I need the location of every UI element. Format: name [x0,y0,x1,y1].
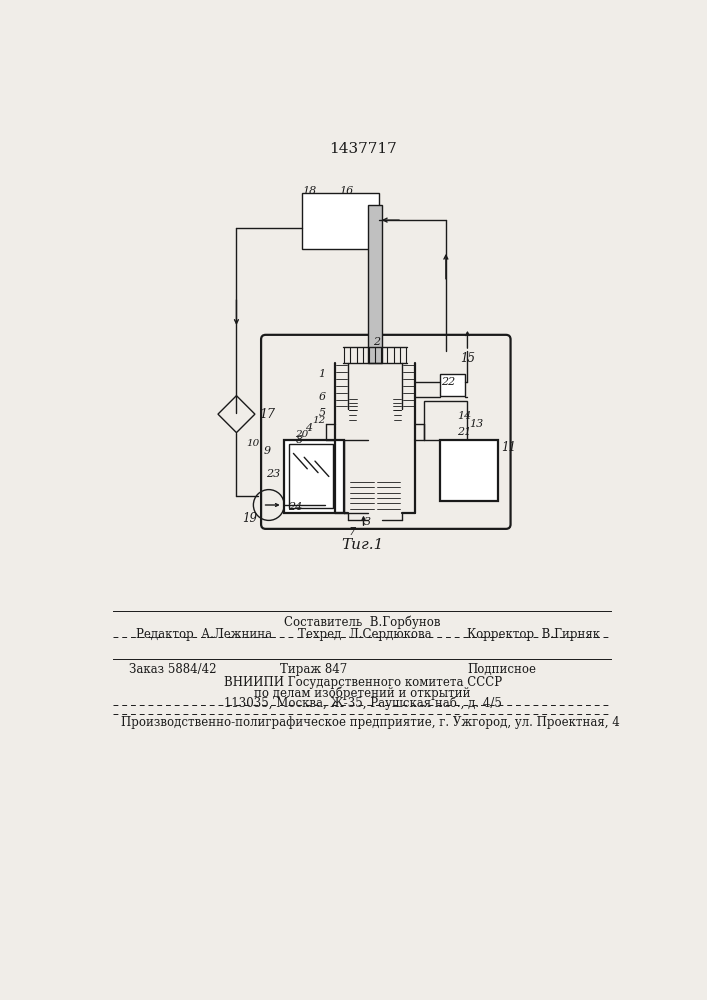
Text: 23: 23 [266,469,281,479]
Text: 16: 16 [339,186,354,196]
Text: 12: 12 [312,416,326,425]
Text: Заказ 5884/42: Заказ 5884/42 [129,663,216,676]
Text: Тираж 847: Тираж 847 [280,663,347,676]
Text: 18: 18 [303,186,317,196]
Text: Τиг.1: Τиг.1 [341,538,384,552]
Text: Производственно-полиграфическое предприятие, г. Ужгород, ул. Проектная, 4: Производственно-полиграфическое предприя… [121,716,620,729]
Bar [440,374,465,396]
Text: Редактор  А.Лежнина: Редактор А.Лежнина [136,628,272,641]
Text: 15: 15 [460,352,474,365]
Text: 8: 8 [296,435,303,445]
Text: 17: 17 [259,408,276,421]
Text: 24: 24 [288,502,303,512]
Text: 6: 6 [319,392,326,402]
Text: 20: 20 [295,430,308,439]
Text: 1: 1 [319,369,326,379]
Bar [424,401,467,440]
Bar [368,205,382,363]
Text: 4: 4 [305,423,312,433]
Text: 21: 21 [457,427,472,437]
Text: 11: 11 [501,441,516,454]
Text: 22: 22 [441,377,455,387]
Text: 10: 10 [246,439,259,448]
Text: 2: 2 [373,337,380,347]
Text: Подписное: Подписное [467,663,537,676]
Text: 7: 7 [349,527,356,537]
Text: 19: 19 [242,512,257,525]
Text: 13: 13 [469,419,483,429]
Text: Корректор  В.Гирняк: Корректор В.Гирняк [467,628,600,641]
Text: по делам изобретений и открытий: по делам изобретений и открытий [255,687,471,700]
Text: 1437717: 1437717 [329,142,397,156]
Text: ВНИИПИ Государственного комитета СССР: ВНИИПИ Государственного комитета СССР [223,676,502,689]
Bar [440,440,498,501]
Bar [288,444,334,508]
Bar [284,440,344,513]
Text: 3: 3 [364,517,371,527]
Text: 113035, Москва, Ж-35, Раушская наб., д. 4/5: 113035, Москва, Ж-35, Раушская наб., д. … [224,697,502,710]
Text: 14: 14 [457,411,472,421]
Text: 5: 5 [319,408,326,418]
Text: Техред  Л.Сердюкова: Техред Л.Сердюкова [298,628,432,641]
Text: 9: 9 [263,446,270,456]
Bar [302,193,379,249]
Text: Составитель  В.Горбунов: Составитель В.Горбунов [284,615,441,629]
